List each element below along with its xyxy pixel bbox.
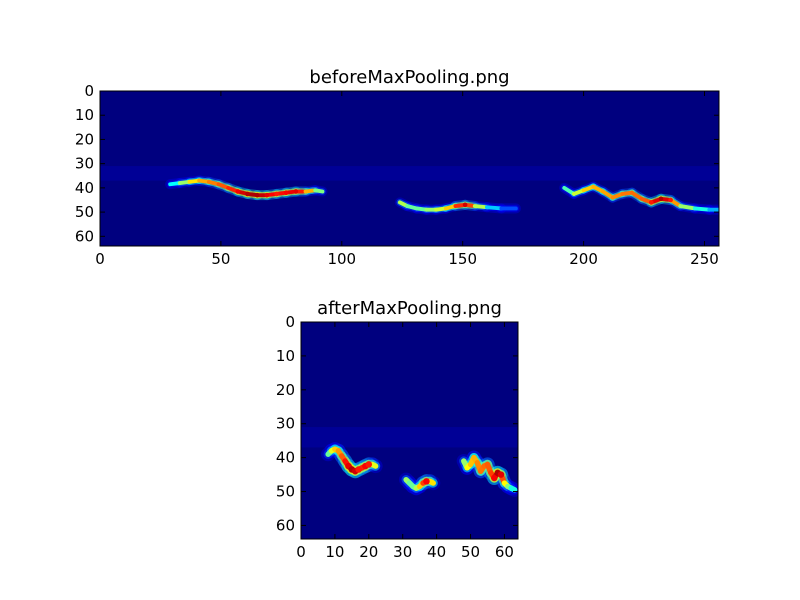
heatmap-noise-band [301,427,518,448]
heatmap-hotspot [355,466,362,473]
heatmap-hotspot [658,196,664,202]
heatmap-hotspot [235,189,241,194]
heatmap-hotspot [293,189,299,194]
heatmap-stroke-0-segment [313,188,325,194]
y-tick-label: 20 [276,381,295,399]
before-max-pooling-title: beforeMaxPooling.png [309,67,509,88]
before-max-pooling-axes: 0 50 100 150 200 250 0 10 20 30 40 50 60 [75,82,719,268]
heatmap-stroke-1-segment [472,204,489,210]
heatmap-stroke-2-segment [692,206,712,212]
heatmap-noise-band [100,166,719,181]
y-tick-label: 50 [276,483,295,501]
heatmap-hotspot [245,191,250,197]
after-max-pooling-title: afterMaxPooling.png [317,298,502,319]
x-tick-label: 0 [95,250,105,268]
x-tick-label: 200 [569,250,598,268]
after-max-pooling-heatmap-background [301,322,518,539]
after-max-pooling-panel: afterMaxPooling.png 0 10 20 30 40 50 600102030… [276,298,519,561]
x-tick-label: 250 [690,250,719,268]
y-tick-label: 30 [75,155,94,173]
heatmap-hotspot [283,190,289,196]
x-tick-label: 100 [327,250,356,268]
y-tick-label: 0 [84,82,94,100]
heatmap-hotspot [254,192,260,198]
y-tick-label: 40 [75,179,94,197]
x-tick-label: 10 [325,543,344,561]
after-max-pooling-plot-frame [300,321,519,540]
heatmap-hotspot [462,202,468,208]
x-tick-label: 50 [461,543,480,561]
x-tick-label: 40 [427,543,446,561]
y-tick-label: 10 [75,106,94,124]
y-tick-label: 40 [276,449,295,467]
x-tick-label: 50 [211,250,230,268]
heatmap-stroke-2-segment [678,204,697,211]
x-tick-label: 60 [495,543,514,561]
heatmap-hotspot [365,461,373,468]
heatmap-stroke-1-segment [427,478,436,486]
y-tick-label: 0 [285,313,295,331]
y-tick-label: 20 [75,130,94,148]
heatmap-hotspot [648,200,654,205]
before-max-pooling-heatmap-marks [100,166,719,215]
y-tick-label: 50 [75,203,94,221]
heatmap-stroke-2-segment [508,485,518,493]
heatmap-hotspot [274,191,279,197]
before-max-pooling-plot-frame [99,90,720,247]
y-tick-label: 10 [276,347,295,365]
y-tick-label: 60 [75,227,94,245]
x-tick-label: 30 [393,543,412,561]
x-tick-label: 0 [296,543,306,561]
heatmap-hotspot [491,474,498,482]
y-tick-label: 60 [276,516,295,534]
y-tick-label: 30 [276,415,295,433]
heatmap-hotspot [497,471,505,478]
before-max-pooling-heatmap-background [100,91,719,246]
x-tick-label: 20 [359,543,378,561]
after-max-pooling-heatmap-marks [301,427,518,497]
heatmap-stroke-0-segment [369,461,379,469]
before-max-pooling-panel: beforeMaxPooling.png 0 50 100 150 200 250 0 10 2… [75,67,720,268]
heatmap-hotspot [668,197,673,203]
x-tick-label: 150 [448,250,477,268]
heatmap-hotspot [264,192,270,198]
heatmap-hotspot [423,478,430,485]
heatmap-stroke-1-segment [484,205,504,211]
